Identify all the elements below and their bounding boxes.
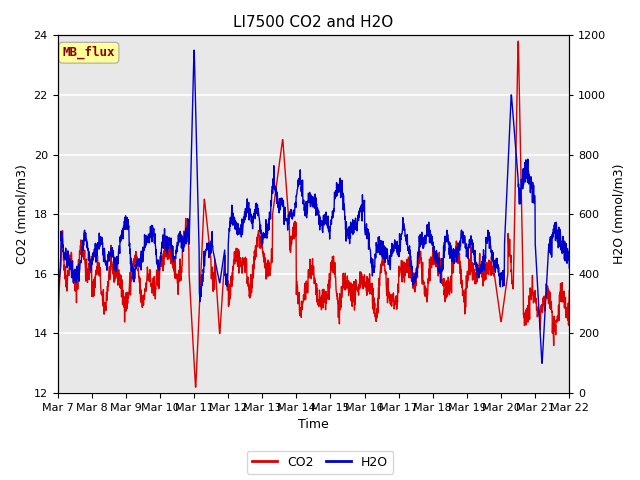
CO2 <box>80 252 88 257</box>
CO2 <box>191 384 199 390</box>
Y-axis label: CO2 (mmol/m3): CO2 (mmol/m3) <box>15 164 28 264</box>
H2O <box>289 212 297 218</box>
X-axis label: Time: Time <box>298 419 329 432</box>
CO2 <box>515 38 522 44</box>
H2O <box>80 242 88 248</box>
Line: CO2: CO2 <box>58 41 570 387</box>
H2O <box>551 220 559 226</box>
H2O <box>551 229 559 235</box>
CO2 <box>303 286 310 291</box>
H2O <box>566 265 573 271</box>
Legend: CO2, H2O: CO2, H2O <box>247 451 393 474</box>
H2O <box>538 360 546 366</box>
CO2 <box>457 268 465 274</box>
CO2 <box>551 328 559 334</box>
Line: H2O: H2O <box>58 50 570 363</box>
CO2 <box>289 224 297 230</box>
H2O <box>457 238 465 243</box>
H2O <box>190 48 198 53</box>
CO2 <box>566 288 573 293</box>
Text: MB_flux: MB_flux <box>63 46 115 60</box>
CO2 <box>551 327 559 333</box>
CO2 <box>54 336 61 342</box>
H2O <box>303 215 310 221</box>
H2O <box>54 351 61 357</box>
Y-axis label: H2O (mmol/m3): H2O (mmol/m3) <box>612 164 625 264</box>
Title: LI7500 CO2 and H2O: LI7500 CO2 and H2O <box>234 15 394 30</box>
